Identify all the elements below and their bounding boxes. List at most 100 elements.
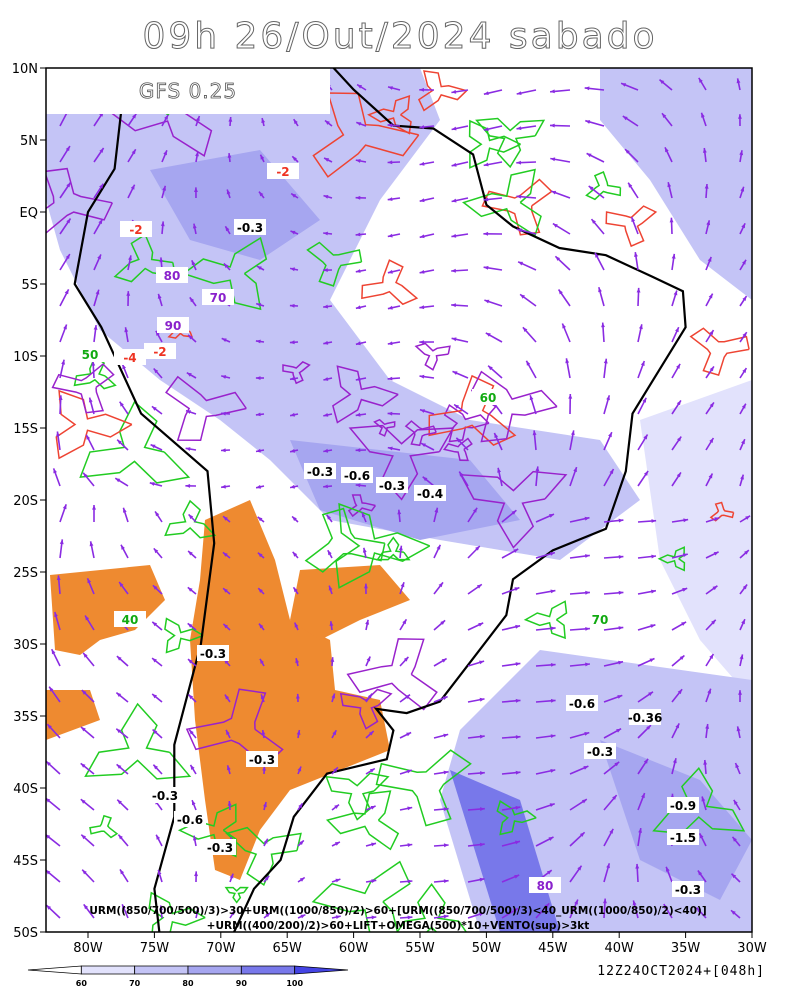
wind-arrowhead (443, 879, 449, 883)
wind-arrowhead (494, 433, 499, 438)
wind-arrowhead (476, 584, 482, 589)
wind-arrowhead (588, 186, 594, 191)
wind-arrowhead (292, 156, 297, 161)
contour-label: -0.6 (569, 697, 595, 711)
colorbar-label: 70 (129, 979, 141, 988)
wind-arrowhead (702, 148, 707, 153)
wind-arrowhead (515, 840, 520, 845)
wind-arrowhead (149, 482, 155, 486)
wind-arrowhead (714, 517, 720, 521)
wind-arrowhead (189, 729, 194, 735)
wind-arrowhead (164, 114, 169, 120)
wind-arrowhead (388, 86, 393, 90)
wind-arrowhead (47, 724, 52, 729)
wind-arrowhead (419, 270, 425, 274)
wind-arrowhead (419, 305, 425, 310)
wind-arrowhead (584, 516, 590, 521)
contour-label: 80 (164, 269, 181, 283)
contour-line (304, 507, 386, 573)
wind-arrowhead (192, 800, 196, 806)
wind-arrowhead (357, 84, 363, 89)
colorbar-segment (240, 965, 296, 975)
contour-label-bg (149, 787, 181, 803)
lat-label: 10N (12, 62, 38, 77)
wind-arrowhead (550, 769, 556, 773)
colorbar-segment (187, 965, 242, 975)
wind-arrowhead (387, 123, 393, 128)
wind-arrowhead (667, 182, 672, 188)
contour-line (312, 92, 420, 178)
wind-arrowhead (478, 622, 484, 627)
wind-arrowhead (155, 330, 160, 336)
contour-line (689, 327, 750, 377)
wind-arrowhead (635, 863, 640, 869)
contour-label-bg (584, 611, 616, 627)
contour-line (51, 363, 115, 414)
contour-line (46, 167, 113, 234)
wind-arrowhead (549, 514, 554, 518)
wind-arrowhead (618, 590, 624, 595)
wind-arrowhead (189, 297, 195, 303)
wind-arrowhead (65, 254, 70, 259)
contour-label: -0.3 (207, 841, 233, 855)
wind-arrowhead (371, 842, 376, 847)
wind-arrowhead (371, 915, 377, 920)
wind-arrowhead (644, 470, 649, 476)
wind-arrowhead (636, 287, 641, 293)
lat-label: 15S (13, 422, 38, 437)
wind-arrowhead (451, 126, 457, 131)
wind-arrowhead (290, 484, 295, 489)
wind-arrowhead (555, 256, 561, 261)
contour-line (306, 241, 363, 287)
wind-arrowhead (479, 660, 485, 665)
wind-arrowhead (223, 623, 229, 629)
wind-arrowhead (456, 437, 461, 443)
wind-arrowhead (93, 325, 98, 330)
wind-arrowhead (117, 799, 122, 805)
contour-label-bg (304, 463, 336, 479)
wind-arrowhead (187, 623, 193, 628)
wind-arrowhead (225, 226, 230, 232)
wind-arrowhead (221, 448, 226, 453)
wind-arrowhead (255, 339, 261, 344)
wind-arrowhead (83, 904, 89, 910)
wind-arrowhead (550, 123, 555, 128)
wind-arrowhead (618, 660, 623, 665)
wind-arrowhead (157, 293, 162, 299)
wind-arrowhead (327, 550, 332, 556)
wind-arrowhead (515, 735, 521, 739)
wind-arrowhead (187, 587, 193, 592)
wind-arrowhead (606, 863, 610, 869)
colorbar-label: 80 (182, 979, 194, 988)
wind-arrowhead (659, 79, 665, 84)
wind-arrowhead (514, 587, 520, 591)
wind-arrowhead (419, 161, 425, 166)
wind-arrowhead (740, 186, 745, 192)
wind-arrowhead (331, 693, 336, 699)
wind-arrowhead (583, 766, 589, 770)
contour-line (346, 638, 438, 711)
orange-region (190, 500, 390, 880)
contour-line (605, 205, 658, 248)
wind-arrowhead (261, 118, 266, 123)
wind-arrowhead (329, 621, 334, 626)
wind-arrowhead (323, 231, 328, 236)
wind-arrowhead (609, 469, 614, 474)
model-box (46, 68, 330, 114)
wind-arrowhead (290, 230, 296, 235)
wind-arrowhead (387, 376, 393, 381)
lat-label: 45S (13, 854, 38, 869)
wind-arrowhead (419, 87, 424, 92)
wind-arrowhead (365, 619, 370, 625)
wind-arrowhead (742, 332, 747, 338)
wind-arrowhead (355, 377, 361, 381)
wind-arrowhead (618, 518, 624, 523)
wind-arrowhead (153, 548, 159, 554)
wind-arrowhead (535, 466, 540, 472)
wind-arrowhead (153, 368, 159, 374)
wind-arrowhead (709, 402, 714, 408)
wind-arrowhead (677, 436, 682, 442)
contour-line (523, 600, 568, 640)
contour-label: 70 (592, 613, 609, 627)
wind-arrowhead (550, 157, 556, 162)
